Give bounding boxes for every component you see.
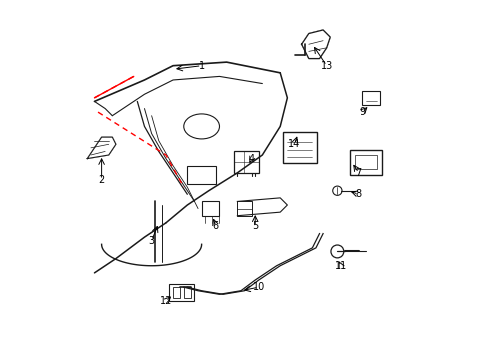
Bar xyxy=(173,287,180,298)
Text: 1: 1 xyxy=(198,61,204,71)
Bar xyxy=(201,202,219,216)
Text: 10: 10 xyxy=(252,282,264,292)
Text: 8: 8 xyxy=(355,189,361,199)
Text: 3: 3 xyxy=(148,236,154,246)
Bar xyxy=(237,202,251,216)
Text: 11: 11 xyxy=(334,261,346,271)
Bar xyxy=(183,287,190,298)
Text: 9: 9 xyxy=(359,107,365,117)
Text: 12: 12 xyxy=(160,296,172,306)
Text: 14: 14 xyxy=(288,139,300,149)
Polygon shape xyxy=(301,30,329,59)
Text: 4: 4 xyxy=(248,154,254,163)
Bar xyxy=(362,91,380,105)
Bar xyxy=(169,284,194,301)
Text: 5: 5 xyxy=(252,221,258,231)
Polygon shape xyxy=(87,137,116,158)
Text: 13: 13 xyxy=(320,61,332,71)
Bar xyxy=(354,155,376,169)
Text: 2: 2 xyxy=(98,175,104,185)
Bar xyxy=(233,152,258,173)
Text: 6: 6 xyxy=(212,221,219,231)
Text: 7: 7 xyxy=(355,168,361,178)
